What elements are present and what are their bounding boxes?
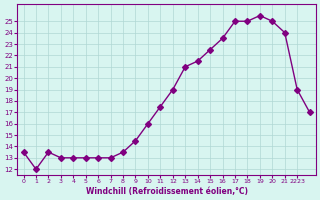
X-axis label: Windchill (Refroidissement éolien,°C): Windchill (Refroidissement éolien,°C) (85, 187, 248, 196)
